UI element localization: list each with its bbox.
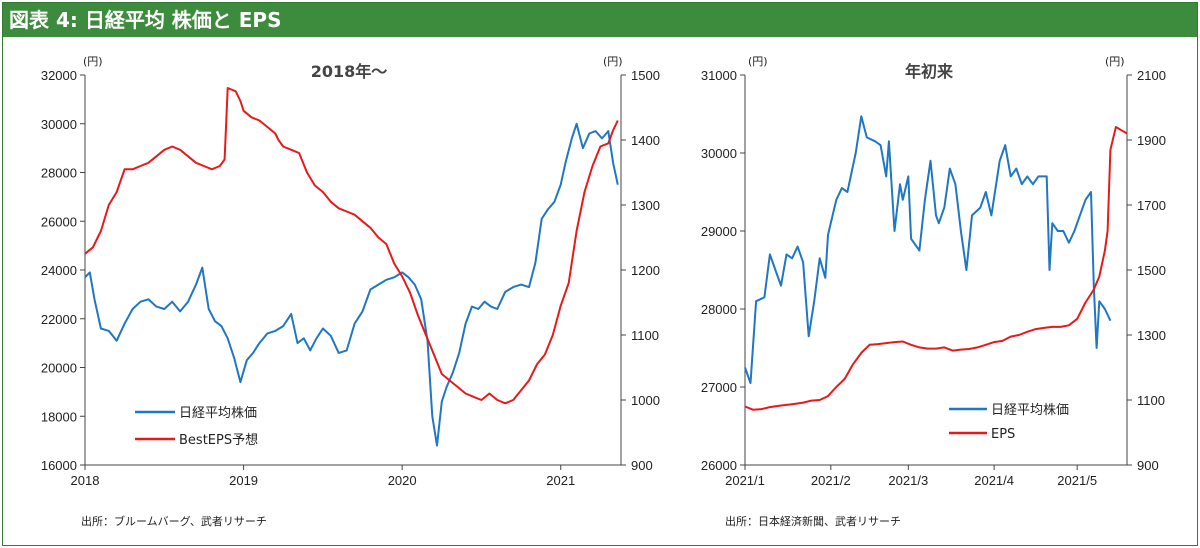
right-y-left-tick-label: 31000: [701, 68, 737, 83]
right-series-line-eps: [744, 126, 1128, 411]
right-x-tick-label: 2021/1: [725, 473, 765, 488]
left-y-right-tick-label: 1300: [631, 198, 660, 213]
right-legend-label-eps: EPS: [991, 427, 1015, 442]
right-y-right-tick-label: 900: [1137, 458, 1159, 473]
right-y-right-tick-label: 1900: [1137, 133, 1166, 148]
left-series-line-eps: [84, 87, 619, 405]
left-x-tick-label: 2019: [229, 473, 258, 488]
left-y-left-tick-label: 20000: [41, 361, 77, 376]
left-legend: 日経平均株価 BestEPS予想: [135, 406, 258, 448]
left-plot-area: 32000 30000 28000 26000 24000 22000 20000 18000…: [41, 68, 660, 488]
left-chart-source: 出所：ブルームバーグ、武者リサーチ: [81, 514, 267, 528]
left-chart-right-unit: (円): [603, 55, 623, 68]
left-y-right-tick-label: 1100: [631, 328, 659, 343]
right-y-right-tick-label: 1500: [1137, 263, 1166, 278]
left-y-left-tick-label: 28000: [41, 166, 77, 181]
left-y-left-tick-label: 32000: [41, 68, 77, 83]
left-legend-label-nikkei: 日経平均株価: [179, 406, 257, 421]
right-y-left-tick-label: 30000: [701, 146, 737, 161]
right-y-right-tick-label: 1100: [1137, 393, 1165, 408]
right-series-line-nikkei: [744, 115, 1112, 385]
left-chart: 2018年〜 (円) (円) 出所：ブルームバーグ、武者リサーチ 32000 30…: [41, 55, 660, 528]
right-y-right-tick-label: 1300: [1137, 328, 1166, 343]
left-y-left-tick-label: 26000: [41, 214, 77, 229]
left-y-right-tick-label: 1000: [631, 393, 660, 408]
right-chart: 年初来 (円) (円) 出所：日本経済新聞、武者リサーチ 31000 30000 2…: [701, 55, 1166, 528]
left-chart-left-unit: (円): [83, 55, 103, 68]
left-y-right-tick-label: 1200: [631, 263, 660, 278]
right-chart-right-unit: (円): [1105, 55, 1125, 68]
right-y-right-tick-label: 1700: [1137, 198, 1166, 213]
left-x-tick-label: 2021: [546, 473, 575, 488]
right-chart-title: 年初来: [905, 62, 954, 81]
charts-canvas: 2018年〜 (円) (円) 出所：ブルームバーグ、武者リサーチ 32000 30…: [41, 55, 1166, 528]
left-x-tick-label: 2020: [388, 473, 417, 488]
right-y-left-tick-label: 27000: [701, 380, 737, 395]
left-legend-label-eps: BestEPS予想: [179, 432, 258, 448]
right-x-tick-label: 2021/4: [974, 473, 1014, 488]
title-banner: 図表 4: 日経平均 株価と EPS: [3, 3, 1197, 37]
right-y-left-tick-label: 29000: [701, 224, 737, 239]
left-y-right-tick-label: 900: [631, 458, 653, 473]
left-y-left-tick-label: 18000: [41, 409, 77, 424]
right-y-left-tick-label: 28000: [701, 302, 737, 317]
right-legend-label-nikkei: 日経平均株価: [991, 403, 1069, 418]
left-y-left-tick-label: 30000: [41, 117, 77, 132]
right-chart-left-unit: (円): [748, 55, 768, 68]
left-x-tick-label: 2018: [71, 473, 100, 488]
left-y-left-tick-label: 24000: [41, 263, 77, 278]
right-y-right-tick-label: 2100: [1137, 68, 1166, 83]
right-x-tick-label: 2021/2: [811, 473, 851, 488]
right-x-tick-label: 2021/5: [1057, 473, 1097, 488]
right-plot-area: 31000 30000 29000 28000 27000 26000 2100 1900 17…: [701, 68, 1166, 488]
right-y-left-tick-label: 26000: [701, 458, 737, 473]
figure-title: 図表 4: 日経平均 株価と EPS: [9, 8, 282, 32]
left-series-line-nikkei: [84, 122, 619, 447]
left-chart-title: 2018年〜: [311, 62, 388, 81]
left-y-right-tick-label: 1400: [631, 133, 660, 148]
right-x-tick-label: 2021/3: [888, 473, 928, 488]
right-legend: 日経平均株価 EPS: [949, 403, 1069, 442]
left-y-left-tick-label: 16000: [41, 458, 77, 473]
left-y-right-tick-label: 1500: [631, 68, 660, 83]
left-y-left-tick-label: 22000: [41, 312, 77, 327]
right-chart-source: 出所：日本経済新聞、武者リサーチ: [725, 514, 901, 528]
